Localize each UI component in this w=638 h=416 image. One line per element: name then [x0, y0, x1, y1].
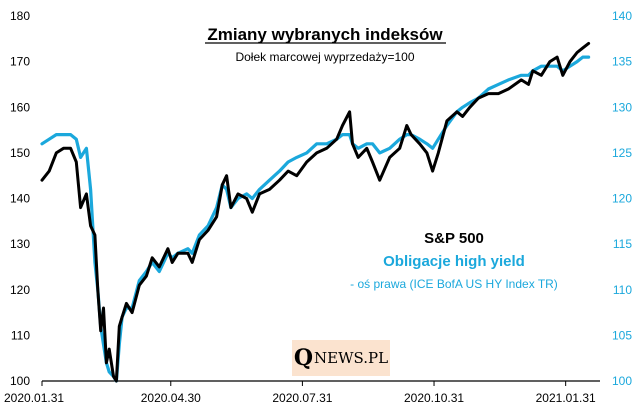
right-y-axis: 100 105 110 115 120 125 130 135 140: [612, 9, 632, 388]
left-y-tick-label: 100: [10, 374, 30, 388]
x-tick-label: 2020.10.31: [404, 391, 464, 405]
x-tick-label: 2021.01.31: [536, 391, 596, 405]
legend-sp500: S&P 500: [424, 230, 484, 247]
x-tick-label: 2020.07.31: [272, 391, 332, 405]
sp500-series-line: [40, 41, 591, 383]
high-yield-series-line: [40, 55, 591, 383]
qnews-logo: Q NEWS.PL: [292, 340, 390, 376]
right-y-tick-label: 105: [612, 328, 632, 342]
left-y-tick-label: 130: [10, 237, 30, 251]
left-y-tick-label: 180: [10, 9, 30, 23]
right-y-tick-label: 110: [613, 283, 632, 297]
left-y-tick-label: 140: [10, 192, 30, 206]
left-y-axis: 100 110 120 130 140 150 160 170 180: [10, 9, 30, 388]
legend-high-yield: Obligacje high yield: [383, 253, 525, 270]
x-tick-label: 2020.04.30: [141, 391, 201, 405]
right-y-tick-label: 135: [612, 55, 632, 69]
series-layer: [40, 41, 591, 383]
chart-subtitle: Dołek marcowej wyprzedaży=100: [235, 50, 414, 64]
left-y-tick-label: 170: [10, 55, 30, 69]
left-y-tick-label: 120: [10, 283, 30, 297]
right-y-tick-label: 140: [612, 9, 632, 23]
left-y-tick-label: 150: [10, 146, 30, 160]
left-y-tick-label: 160: [10, 100, 30, 114]
x-tick-label: 2020.01.31: [4, 391, 64, 405]
chart-title: Zmiany wybranych indeksów: [207, 25, 443, 44]
logo-text: NEWS.PL: [314, 349, 389, 367]
legend-right-axis-note: - oś prawa (ICE BofA US HY Index TR): [350, 277, 558, 291]
logo-q: Q: [293, 345, 314, 371]
right-y-tick-label: 130: [612, 100, 632, 114]
right-y-tick-label: 115: [613, 237, 632, 251]
left-y-tick-label: 110: [11, 328, 30, 342]
right-y-tick-label: 120: [612, 192, 632, 206]
right-y-tick-label: 100: [612, 374, 632, 388]
right-y-tick-label: 125: [612, 146, 632, 160]
x-axis-ticks: 2020.01.31 2020.04.30 2020.07.31 2020.10.31…: [4, 381, 596, 405]
